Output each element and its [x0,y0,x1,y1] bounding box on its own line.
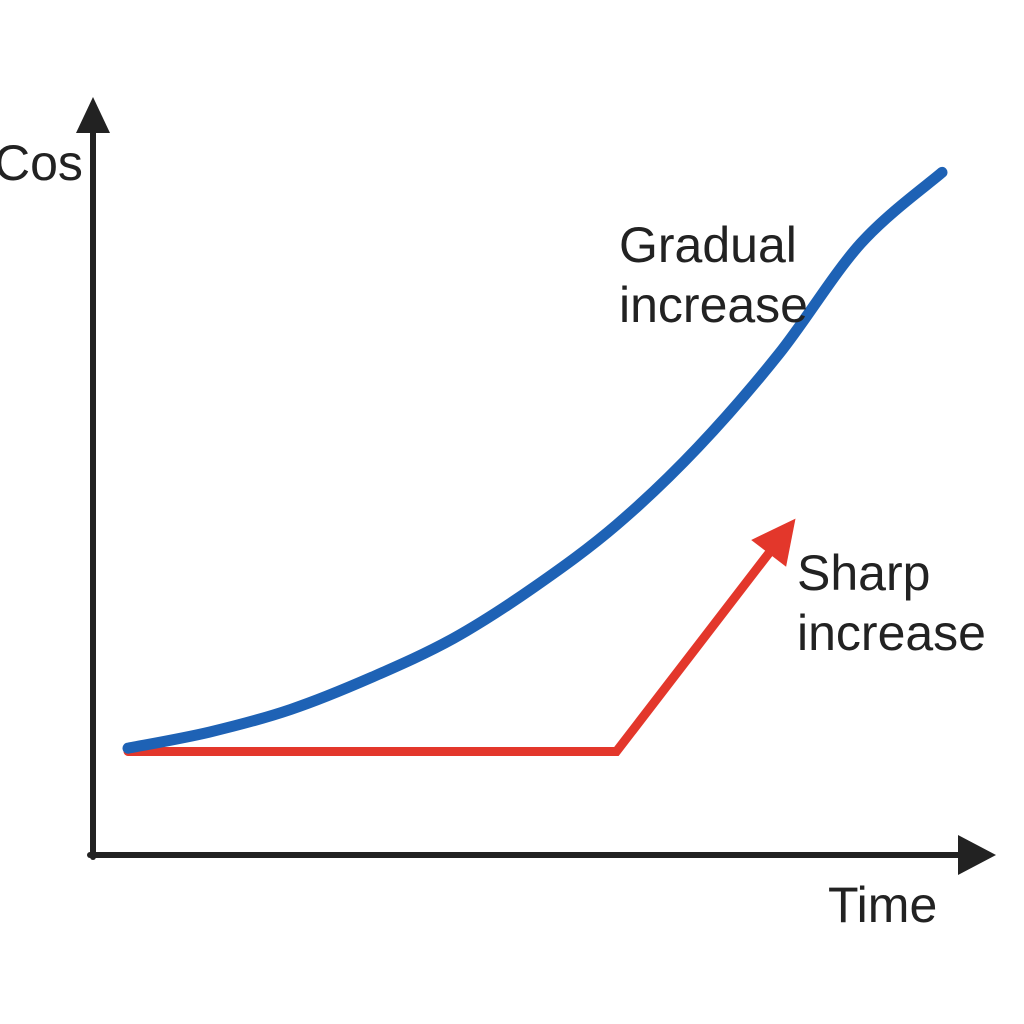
x-axis-arrow-icon [958,835,996,875]
annotation-sharp-line-1: Sharp [797,545,930,601]
annotation-gradual-line-2: increase [619,277,808,333]
series-gradual-increase-line [122,166,948,754]
y-axis-arrow-icon [76,97,110,133]
x-axis-label: Time [828,877,937,933]
series-sharp-increase-arrowhead-icon [751,518,796,567]
series-layer [122,166,948,756]
series-sharp-increase-line [123,544,777,756]
annotation-sharp-line-2: increase [797,605,986,661]
annotation-gradual-line-1: Gradual [619,217,797,273]
y-axis-label: Cos [0,135,83,191]
